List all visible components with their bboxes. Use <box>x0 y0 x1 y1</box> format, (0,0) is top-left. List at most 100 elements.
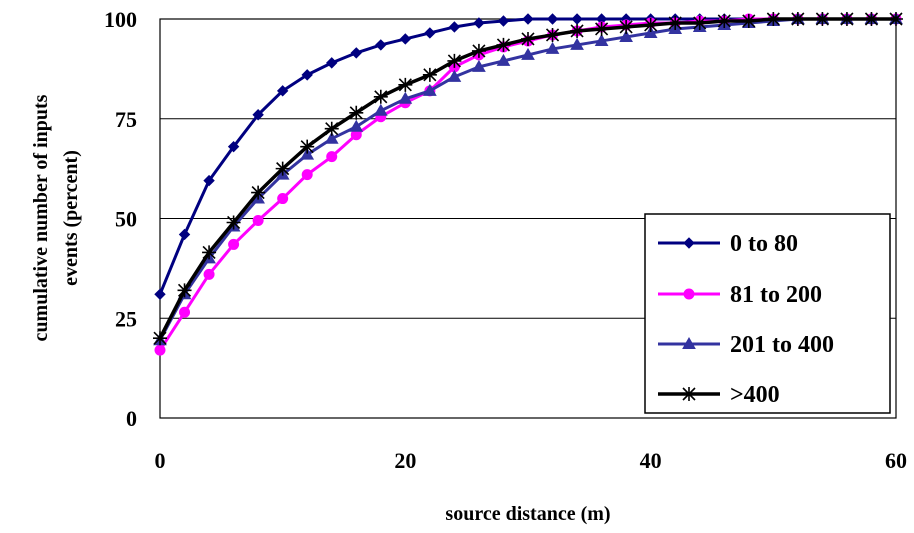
x-tick-label: 0 <box>155 448 166 473</box>
data-point <box>422 67 437 82</box>
data-point <box>398 77 413 92</box>
data-point <box>349 119 364 132</box>
data-point <box>275 161 290 176</box>
legend-marker <box>683 237 695 249</box>
data-point <box>521 47 535 60</box>
data-point <box>251 185 266 200</box>
data-point <box>717 13 732 28</box>
data-point <box>766 12 781 26</box>
x-axis-title: source distance (m) <box>445 503 610 525</box>
legend-item: 81 to 200 <box>658 282 822 308</box>
data-point <box>326 151 338 163</box>
x-tick-label: 60 <box>885 448 907 473</box>
data-point <box>741 13 756 28</box>
legend-marker <box>682 387 696 401</box>
data-point <box>203 268 215 280</box>
data-point <box>643 17 658 32</box>
data-point <box>324 121 339 136</box>
data-point <box>350 47 362 59</box>
data-point <box>570 23 585 38</box>
data-point <box>154 288 166 301</box>
y-tick-label: 50 <box>115 207 137 232</box>
data-point <box>889 12 903 26</box>
x-tick-label: 20 <box>394 448 416 473</box>
data-point <box>326 57 338 69</box>
data-point <box>179 306 191 318</box>
data-point <box>154 344 166 356</box>
data-point <box>594 21 609 36</box>
y-axis-title-line1: cumulative number of inputs <box>30 94 52 341</box>
data-point <box>398 91 413 104</box>
legend-item: >400 <box>658 382 780 408</box>
data-point <box>692 15 707 30</box>
data-point <box>619 19 634 34</box>
data-point <box>546 13 559 25</box>
legend-box <box>644 213 891 414</box>
y-tick-label: 0 <box>126 406 137 431</box>
data-point <box>448 21 461 33</box>
data-point <box>570 37 584 50</box>
data-point <box>473 17 485 29</box>
series-4 <box>153 12 903 346</box>
data-point <box>349 105 364 120</box>
series-group <box>153 11 903 356</box>
y-axis-title-line2: events (percent) <box>60 150 82 286</box>
data-point <box>300 147 315 160</box>
legend-label: 201 to 400 <box>730 332 834 358</box>
data-point <box>545 27 560 42</box>
x-tick-labels: 0 20 40 60 <box>155 448 908 473</box>
data-point <box>375 39 387 51</box>
data-point <box>399 33 412 45</box>
data-point <box>522 13 534 25</box>
data-point <box>815 12 830 26</box>
data-point <box>252 109 264 121</box>
data-point <box>471 43 486 58</box>
data-point <box>619 29 633 42</box>
legend-label: 81 to 200 <box>730 282 822 308</box>
data-point <box>521 31 535 46</box>
legend-marker <box>683 288 695 300</box>
y-tick-label: 100 <box>104 7 137 32</box>
data-point <box>153 331 167 346</box>
data-point <box>301 169 313 181</box>
data-point <box>545 41 560 54</box>
data-point <box>277 193 289 205</box>
data-point <box>864 12 879 26</box>
data-point <box>178 228 191 241</box>
legend-label: 0 to 80 <box>730 231 798 257</box>
data-point <box>472 59 486 72</box>
legend-label: >400 <box>730 382 780 408</box>
data-point <box>497 15 510 27</box>
y-tick-label: 25 <box>115 306 137 331</box>
data-point <box>227 140 240 153</box>
data-point <box>276 85 289 97</box>
data-point <box>203 174 215 187</box>
data-point <box>643 25 658 38</box>
data-point <box>594 33 609 46</box>
data-point <box>496 53 511 66</box>
data-point <box>790 12 805 26</box>
data-point <box>228 238 240 250</box>
data-point <box>447 69 462 82</box>
data-point <box>300 139 315 154</box>
data-point <box>373 103 388 116</box>
legend-marker <box>682 336 696 349</box>
data-point <box>424 27 436 39</box>
data-point <box>496 37 511 52</box>
data-point <box>324 131 339 144</box>
data-point <box>202 245 217 260</box>
data-point <box>373 89 388 104</box>
data-point <box>301 69 313 81</box>
data-point <box>839 12 854 26</box>
data-point <box>447 53 462 68</box>
data-point <box>423 83 437 96</box>
legend: 0 to 80 81 to 200 201 to 400 >400 <box>644 213 891 414</box>
legend-item: 0 to 80 <box>658 231 798 257</box>
data-point <box>177 283 192 298</box>
y-tick-label: 75 <box>115 107 137 132</box>
legend-item: 201 to 400 <box>658 332 834 358</box>
data-point <box>252 214 264 226</box>
y-tick-labels: 0 25 50 75 100 <box>104 7 137 431</box>
data-point <box>226 215 241 230</box>
